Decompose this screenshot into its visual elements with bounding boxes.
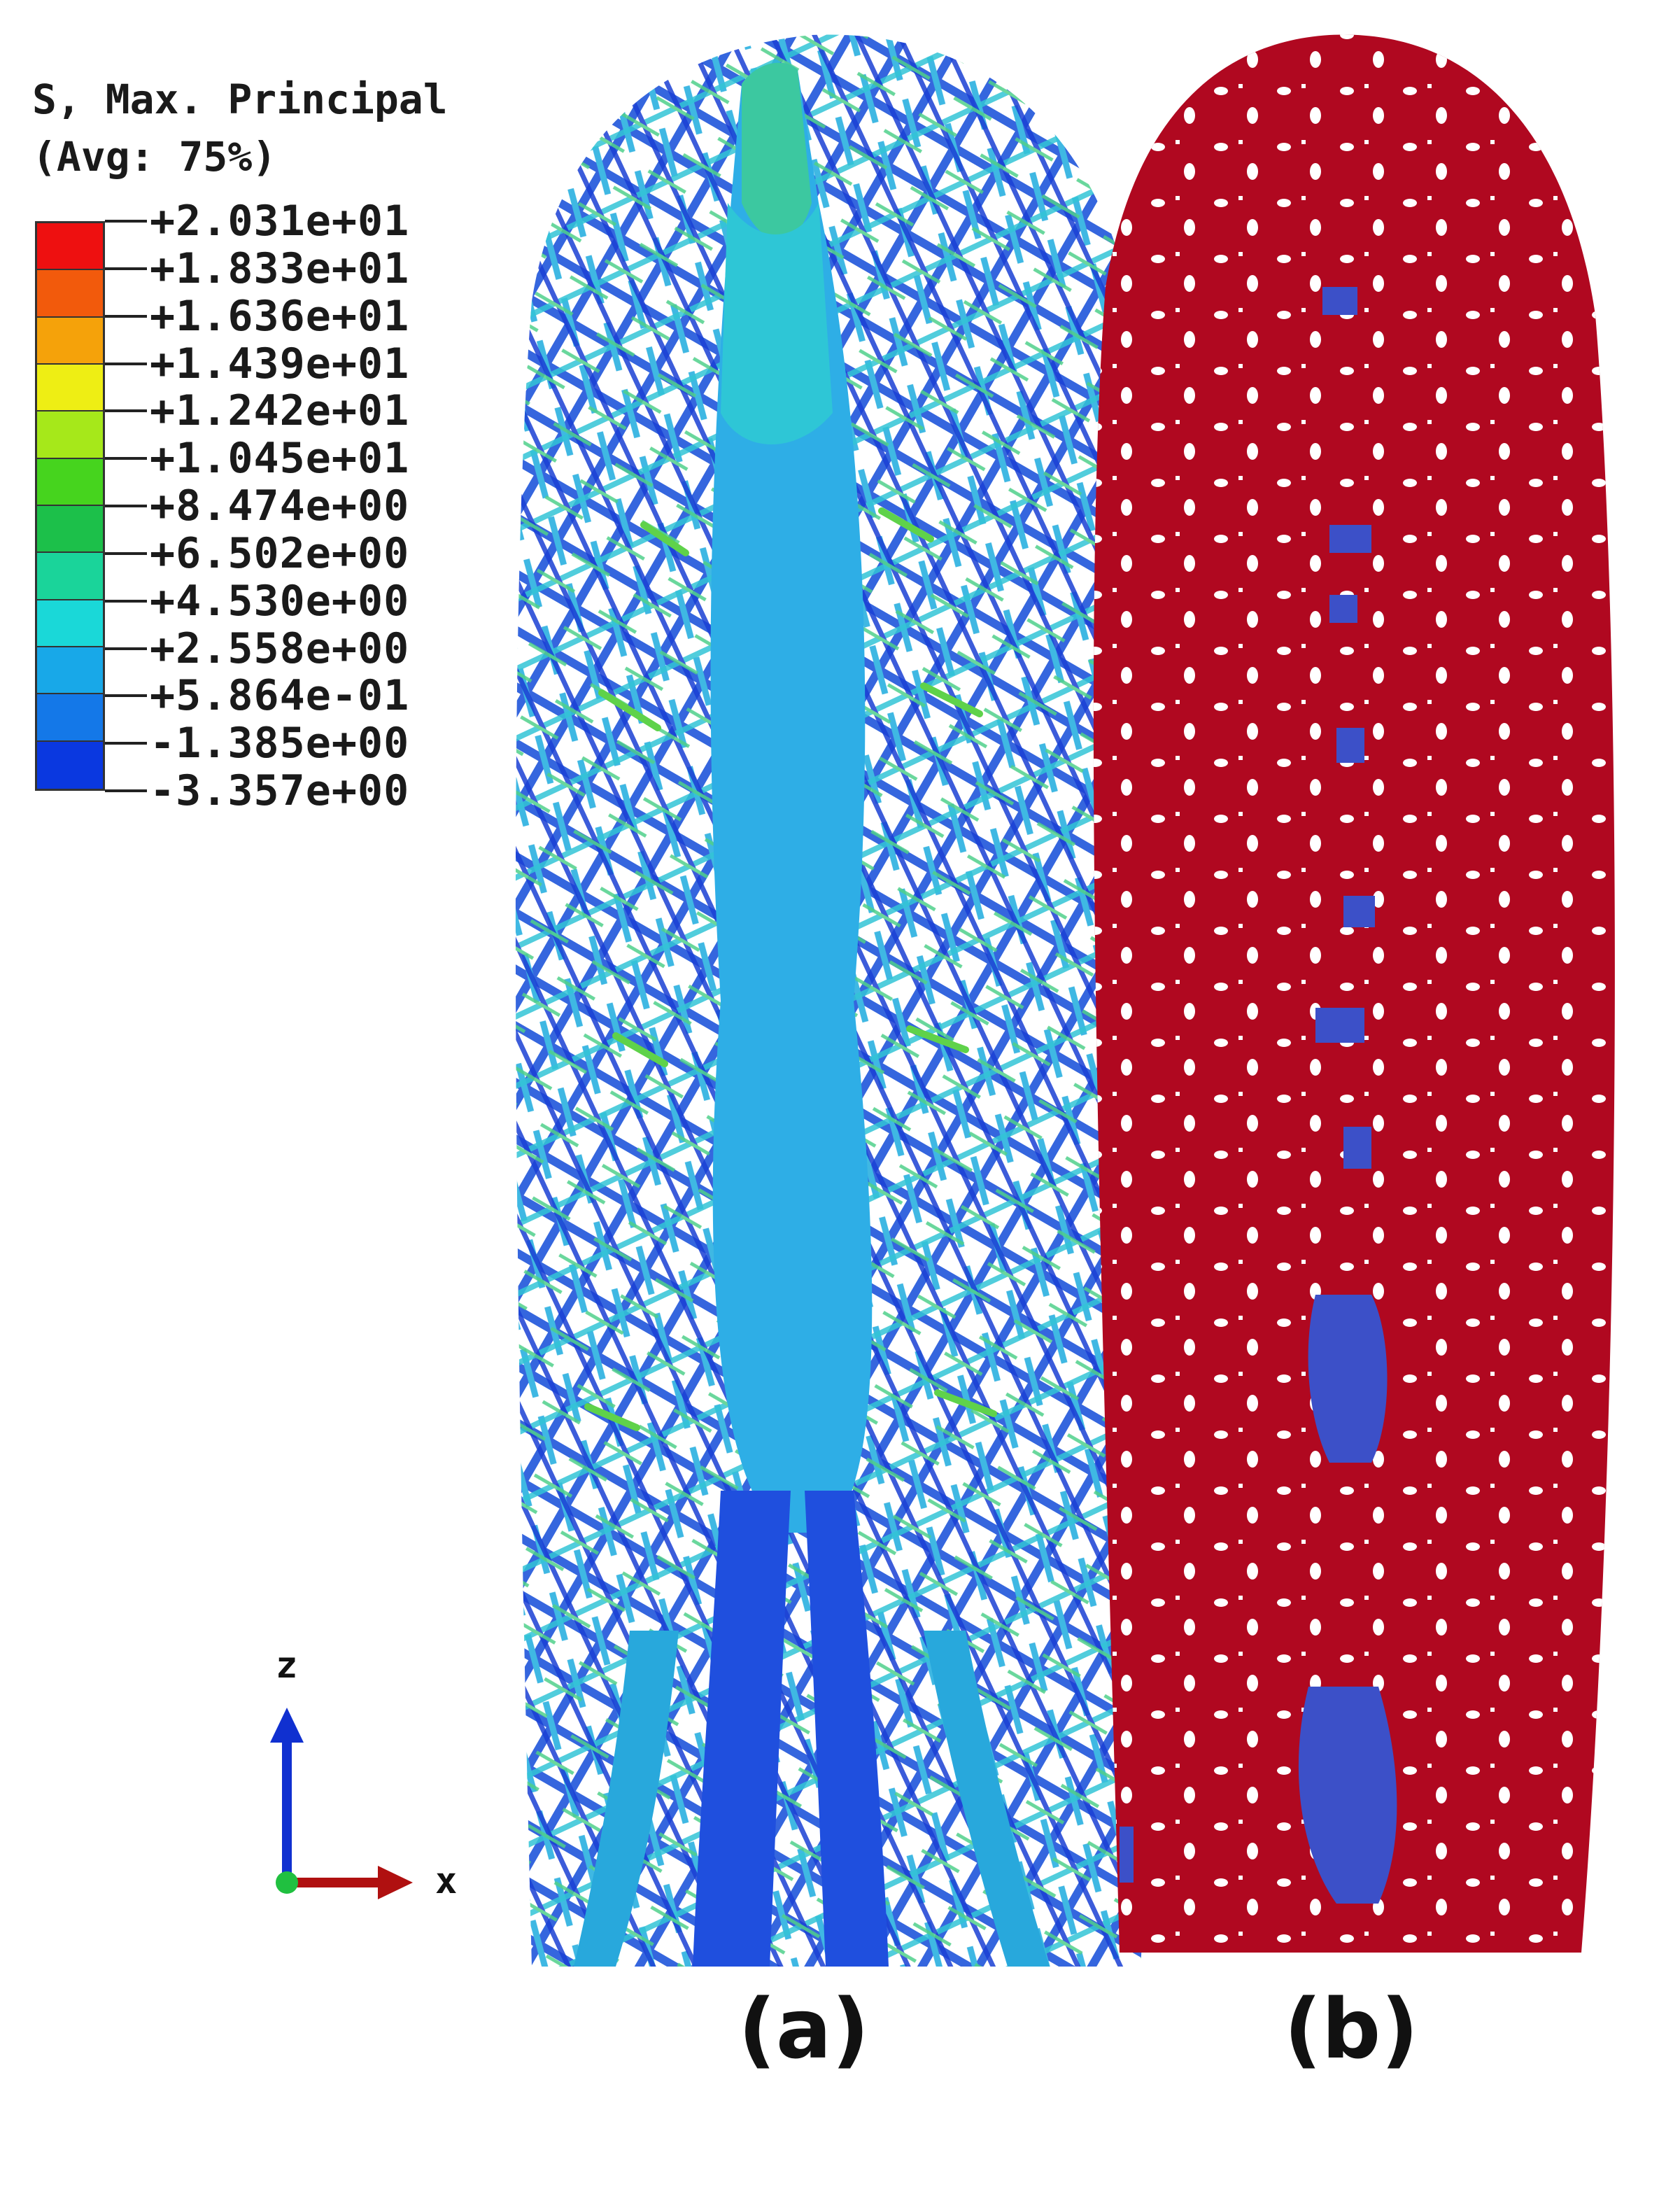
legend-colorbar xyxy=(35,221,105,791)
legend-swatch xyxy=(37,364,103,412)
legend-swatch xyxy=(37,317,103,365)
legend-tick-label: +6.502e+00 xyxy=(150,528,410,578)
legend-swatch xyxy=(37,741,103,789)
legend-tick-label: +1.439e+01 xyxy=(150,339,410,388)
legend-subtitle: (Avg: 75%) xyxy=(32,133,277,181)
legend-tick-mark xyxy=(105,599,147,603)
legend-swatch xyxy=(37,223,103,271)
legend-tick: -3.357e+00 xyxy=(105,766,409,815)
axis-triad: z x xyxy=(252,1645,504,1932)
legend-swatch xyxy=(37,694,103,742)
legend-tick-label: +1.242e+01 xyxy=(150,386,410,436)
legend-tick: +2.031e+01 xyxy=(105,197,409,246)
legend-tick: +4.530e+00 xyxy=(105,577,409,626)
legend-tick: +2.558e+00 xyxy=(105,624,409,673)
legend-tick-label: -1.385e+00 xyxy=(150,719,410,768)
legend-tick-mark xyxy=(105,694,147,698)
legend-tick-label: +1.833e+01 xyxy=(150,244,410,293)
panel-b-label: (b) xyxy=(1284,1981,1419,2077)
z-arrow-icon xyxy=(270,1708,304,1743)
legend-tick-mark xyxy=(105,551,147,555)
legend-tick-mark xyxy=(105,220,147,223)
legend-title: S, Max. Principal xyxy=(32,76,448,123)
x-arrow-icon xyxy=(378,1866,413,1899)
legend-tick-label: +8.474e+00 xyxy=(150,481,410,530)
legend-tick-label: +1.045e+01 xyxy=(150,434,410,484)
legend-tick: +1.636e+01 xyxy=(105,292,409,341)
legend-tick-mark xyxy=(105,742,147,745)
legend-tick-label: -3.357e+00 xyxy=(150,766,410,815)
legend-tick-mark xyxy=(105,314,147,318)
legend-swatch xyxy=(37,505,103,554)
legend-tick: +8.474e+00 xyxy=(105,481,409,530)
legend-tick-mark xyxy=(105,409,147,413)
legend-tick: +1.833e+01 xyxy=(105,244,409,293)
legend-tick-label: +2.031e+01 xyxy=(150,197,410,246)
legend-tick: -1.385e+00 xyxy=(105,719,409,768)
x-axis-label: x xyxy=(435,1860,458,1902)
legend-tick-label: +2.558e+00 xyxy=(150,624,410,673)
legend-tick: +1.045e+01 xyxy=(105,434,409,483)
legend-tick-mark xyxy=(105,647,147,650)
panel-a-model xyxy=(515,34,1162,1967)
legend-tick-mark xyxy=(105,267,147,270)
legend-tick-mark xyxy=(105,362,147,365)
legend-tick-label: +5.864e-01 xyxy=(150,671,410,721)
axis-arrows xyxy=(270,1708,413,1899)
legend-swatch xyxy=(37,553,103,600)
legend-swatch xyxy=(37,600,103,647)
legend-tick: +1.439e+01 xyxy=(105,339,409,388)
z-axis-label: z xyxy=(276,1645,298,1687)
legend-tick-label: +1.636e+01 xyxy=(150,291,410,341)
legend-swatch xyxy=(37,458,103,506)
legend-tick: +1.242e+01 xyxy=(105,386,409,435)
legend-tick-mark xyxy=(105,505,147,507)
legend-tick-mark xyxy=(105,457,147,460)
legend-tick: +6.502e+00 xyxy=(105,529,409,578)
legend-swatch xyxy=(37,412,103,459)
legend-swatch xyxy=(37,647,103,695)
legend-tick-mark xyxy=(105,789,147,792)
legend-swatch xyxy=(37,270,103,318)
panel-b-model xyxy=(1093,34,1615,1953)
legend-tick: +5.864e-01 xyxy=(105,671,409,720)
panel-a-label: (a) xyxy=(738,1981,870,2077)
legend-tick-label: +4.530e+00 xyxy=(150,576,410,626)
